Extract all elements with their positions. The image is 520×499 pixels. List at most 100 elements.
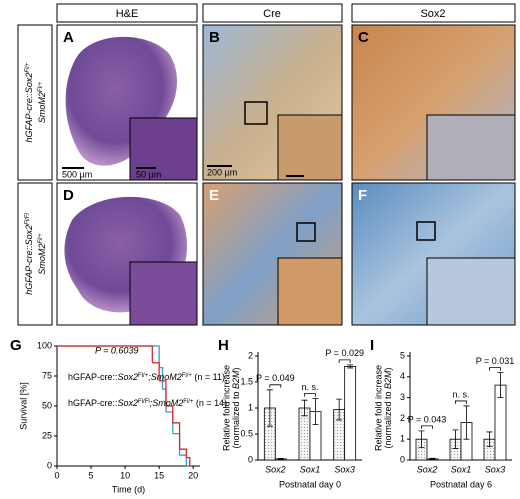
superscript: Fl/+	[38, 81, 44, 92]
bracket	[421, 425, 433, 429]
label: hGFAP-cre::Sox2Fl/+;SmoM2Fl/+ (n = 11)	[68, 372, 225, 382]
y-tick-label: 2	[248, 350, 253, 360]
scale-bar-label: 50 µm	[136, 169, 161, 179]
annotation: P = 0.6039	[95, 345, 138, 355]
panel-letter: C	[358, 29, 369, 46]
bracket	[455, 400, 467, 404]
y-tick-label: 1	[248, 402, 253, 412]
survival-step	[152, 362, 160, 381]
panel-letter: H	[218, 337, 229, 354]
label: SmoM2Fl/+	[37, 233, 47, 275]
x-tick-label: 5	[89, 470, 94, 480]
column-header: H&E	[116, 8, 139, 20]
text-part: ;SmoM2	[148, 372, 182, 382]
text-part: (normalized to	[231, 389, 241, 449]
error-bar	[452, 429, 459, 449]
superscript: Fl/+	[183, 399, 194, 405]
x-tick-label: Sox2	[265, 464, 286, 474]
column-header: Cre	[263, 8, 281, 20]
y-tick-label: 0	[248, 454, 253, 464]
error-bar	[312, 398, 319, 426]
bracket	[338, 359, 351, 363]
error-bar	[266, 389, 273, 427]
error-bar	[277, 458, 284, 460]
scale-bar-label: 500 µm	[62, 169, 92, 179]
survival-step	[159, 380, 167, 406]
y-axis-label: (normalized to B2M)	[383, 367, 393, 448]
text-part: hGFAP-cre::	[68, 398, 118, 408]
panel-letter: A	[63, 29, 74, 46]
panel-letter: I	[370, 337, 374, 354]
superscript: Fl/Fl	[25, 213, 31, 225]
label: SmoM2Fl/+	[37, 81, 47, 123]
text-part: (n = 14)	[193, 398, 227, 408]
y-tick-label: 5	[400, 350, 405, 360]
panel-letter: D	[63, 187, 74, 204]
micrographs	[17, 3, 516, 326]
bar	[344, 365, 357, 461]
superscript: Fl/+	[182, 373, 193, 379]
label: hGFAP-cre::Sox2Fl/Fl;SmoM2Fl/+ (n = 14)	[68, 398, 227, 408]
survival-step	[172, 422, 181, 450]
text-part: ;SmoM2	[150, 398, 184, 408]
text-part: Sox2	[118, 372, 139, 382]
text-part: (normalized to	[383, 389, 393, 449]
text-part: SmoM2	[37, 92, 47, 123]
x-axis-label: Postnatal day 0	[279, 479, 341, 489]
survival-step	[179, 454, 188, 466]
y-tick-label: 25	[42, 430, 52, 440]
text-part: hGFAP-cre::	[68, 372, 118, 382]
error-bar	[418, 430, 425, 448]
x-tick-label: Sox2	[417, 464, 438, 474]
y-tick-label: 50	[42, 400, 52, 410]
y-tick-label: 2	[400, 413, 405, 423]
y-tick-label: 1.5	[240, 376, 253, 386]
superscript: Fl/+	[25, 62, 31, 73]
survival-step	[57, 345, 153, 363]
x-tick-label: Sox3	[485, 464, 506, 474]
text-part: B2M	[383, 370, 393, 389]
y-axis-label: Relative fold increase	[373, 365, 383, 451]
bracket	[269, 384, 282, 388]
bracket	[489, 367, 501, 371]
significance-label: P = 0.049	[256, 373, 295, 383]
superscript: Fl/+	[138, 373, 149, 379]
x-tick-label: Sox3	[334, 464, 355, 474]
text-part: hGFAP-cre::Sox2	[24, 73, 34, 143]
y-axis-label: (normalized to B2M)	[231, 367, 241, 448]
error-bar	[301, 399, 308, 417]
y-tick-label: 1	[400, 434, 405, 444]
x-axis-label: Time (d)	[112, 484, 145, 494]
x-tick-label: 15	[154, 470, 164, 480]
bracket	[304, 393, 316, 397]
survival-step	[179, 448, 188, 458]
significance-label: n. s.	[452, 389, 469, 399]
y-tick-label: 0	[47, 460, 52, 470]
scale-bar-label: 200 µm	[207, 167, 237, 177]
error-bar	[347, 364, 354, 369]
text-part: )	[383, 367, 393, 370]
error-bar	[336, 398, 343, 421]
column-header: Sox2	[420, 8, 445, 20]
x-tick-label: Sox1	[300, 464, 321, 474]
panel-letter: B	[209, 29, 220, 46]
text-part: (n = 11)	[192, 372, 225, 382]
significance-label: n. s.	[301, 382, 318, 392]
error-bar	[429, 457, 436, 460]
survival-step	[159, 366, 164, 390]
superscript: Fl/Fl	[138, 399, 150, 405]
text-part: B2M	[231, 370, 241, 389]
significance-label: P = 0.043	[408, 414, 447, 424]
survival-step	[172, 432, 181, 456]
x-tick-label: 0	[54, 470, 59, 480]
error-bar	[463, 405, 470, 440]
y-tick-label: 0	[400, 454, 405, 464]
y-tick-label: 4	[400, 371, 405, 381]
survival-step	[165, 411, 174, 434]
x-axis-label: Postnatal day 6	[430, 479, 492, 489]
panel-letter: G	[10, 337, 22, 354]
label: hGFAP-cre::Sox2Fl/Fl	[24, 213, 34, 295]
y-tick-label: 3	[400, 392, 405, 402]
y-tick-label: 75	[42, 370, 52, 380]
